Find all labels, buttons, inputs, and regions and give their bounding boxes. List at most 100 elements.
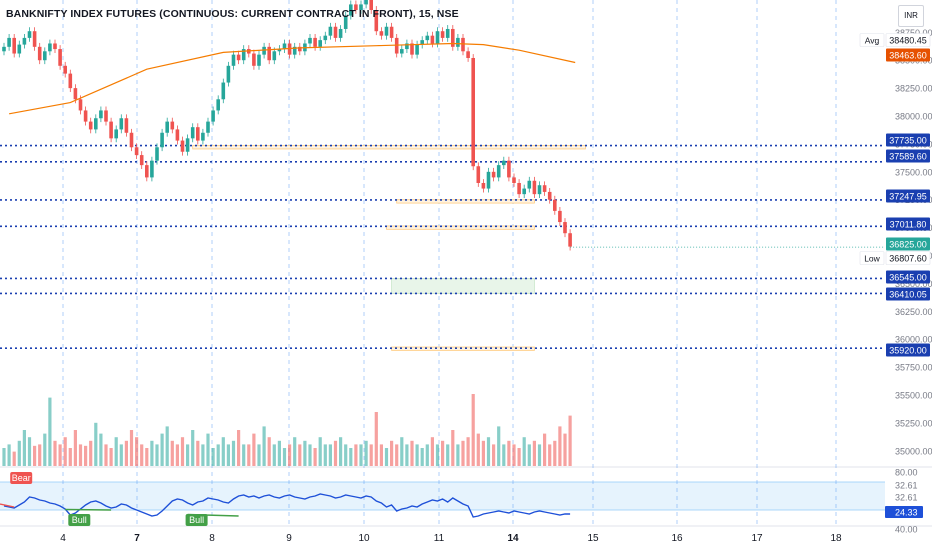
price-label-badge-2: [886, 133, 930, 147]
bear-divergence-line: [0, 503, 15, 508]
volume-bar: [104, 444, 108, 466]
candle-body: [496, 165, 501, 178]
x-tick-label-4: 4: [60, 533, 66, 544]
candle-body: [277, 49, 282, 52]
price-label-prefix-0: Avg: [865, 36, 880, 46]
moving-average-line: [8, 42, 576, 115]
candle-body: [226, 65, 231, 83]
volume-bar: [43, 433, 47, 466]
candle-body: [466, 51, 470, 58]
x-tick-label-18: 18: [830, 533, 842, 544]
volume-bar: [405, 444, 409, 466]
candle-body: [491, 171, 496, 178]
candle-body: [22, 37, 27, 45]
price-label-prefix-7: Low: [864, 254, 880, 264]
candle-body: [308, 37, 312, 44]
candle-body: [68, 73, 73, 89]
signal-label-bull-2: Bull: [189, 515, 204, 525]
volume-bar: [196, 440, 200, 466]
bull-divergence-line-1: [65, 508, 112, 511]
candle-body: [527, 180, 532, 189]
volume-bar: [497, 426, 501, 466]
y-tick-label: 38250.00: [895, 84, 932, 94]
volume-bar: [53, 440, 57, 466]
volume-bar: [532, 440, 536, 466]
candle-body: [435, 31, 440, 44]
volume-bar: [191, 430, 195, 466]
candle-body: [400, 49, 404, 54]
candle-body: [507, 160, 511, 178]
x-tick-label-7: 7: [134, 533, 140, 544]
y-tick-label: 35000.00: [895, 446, 932, 456]
volume-bar: [303, 440, 307, 466]
candle-body: [206, 121, 210, 133]
y-tick-label: 37500.00: [895, 167, 932, 177]
candle-body: [349, 4, 353, 16]
candle-body: [43, 51, 47, 61]
candle-body: [12, 37, 16, 54]
y-tick-label: 35250.00: [895, 418, 932, 428]
volume-bar: [359, 444, 363, 466]
volume-bar: [522, 437, 526, 466]
volume-bar: [430, 437, 434, 466]
candle-body: [73, 88, 78, 100]
volume-bar: [282, 448, 287, 466]
volume-bar: [507, 440, 511, 466]
oscillator-line: [3, 493, 571, 518]
candle-body: [542, 185, 547, 192]
candle-body: [568, 233, 572, 247]
volume-bar: [58, 444, 62, 466]
candle-body: [241, 49, 246, 61]
candle-body: [369, 0, 373, 10]
signal-badge-bull-2: [185, 514, 208, 526]
volume-bar: [68, 448, 72, 466]
candle-body: [445, 28, 450, 38]
candle-body: [88, 121, 93, 130]
volume-bar: [272, 444, 276, 466]
volume-bar: [89, 440, 93, 466]
volume-bar: [410, 440, 414, 466]
volume-bar: [446, 444, 450, 466]
volume-bar: [486, 437, 491, 466]
price-label-text-6: 36825.00: [889, 240, 927, 250]
price-label-text-1: 38463.60: [889, 51, 927, 61]
price-label-text-9: 36410.05: [889, 290, 927, 300]
volume-bar: [288, 444, 292, 466]
volume-bar: [17, 440, 21, 466]
candle-body: [48, 43, 52, 52]
candle-body: [298, 46, 302, 52]
volume-bar: [99, 433, 103, 466]
y-tick-label: 38750.00: [895, 28, 932, 38]
price-label-badge-3: [886, 149, 930, 163]
x-tick-label-15: 15: [587, 533, 599, 544]
candle-body: [440, 31, 445, 38]
volume-bar: [63, 437, 67, 466]
y-tick-label: 36000.00: [895, 335, 932, 345]
price-label-badge-7: [885, 251, 931, 265]
volume-bar: [425, 444, 429, 466]
volume-bar: [226, 444, 230, 466]
volume-bar: [33, 445, 37, 466]
x-tick-label-17: 17: [751, 533, 763, 544]
volume-bar: [7, 444, 11, 466]
candle-body: [94, 118, 98, 130]
candle-body: [160, 132, 164, 148]
candle-body: [83, 110, 88, 122]
y-tick-label: 38000.00: [895, 112, 932, 122]
volume-bar: [344, 444, 348, 466]
volume-bar: [124, 440, 128, 466]
x-tick-label-10: 10: [358, 533, 370, 544]
volume-bar: [38, 444, 42, 466]
volume-bar: [563, 433, 567, 466]
candle-body: [63, 65, 67, 74]
currency-unit-badge[interactable]: INR: [898, 5, 924, 27]
zone-demand-3: [391, 278, 535, 294]
x-tick-label-9: 9: [286, 533, 292, 544]
volume-bar: [135, 437, 139, 466]
volume-bar: [150, 440, 154, 466]
candle-body: [221, 82, 226, 100]
volume-bar: [84, 445, 88, 466]
volume-bar: [257, 444, 261, 466]
volume-bar: [165, 426, 169, 466]
